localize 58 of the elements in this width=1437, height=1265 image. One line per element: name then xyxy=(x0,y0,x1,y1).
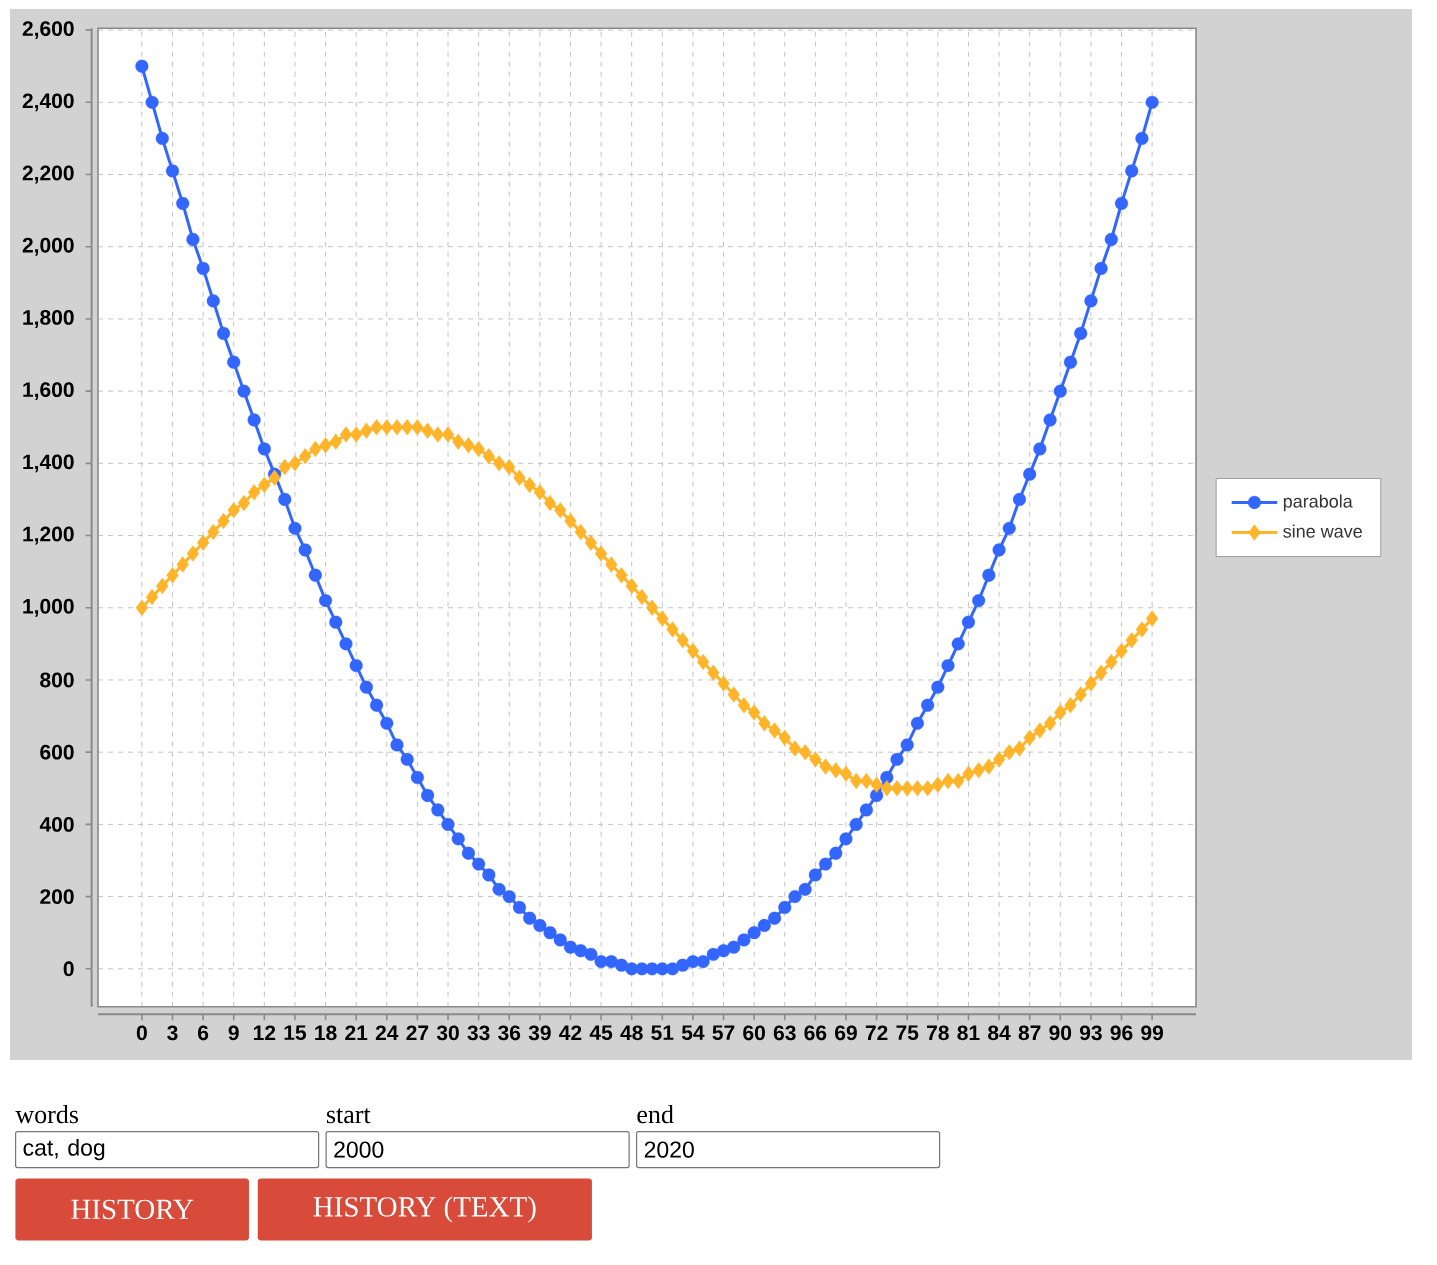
x-tick-label: 21 xyxy=(345,1025,368,1041)
y-tick-label: 400 xyxy=(39,816,74,832)
x-tick-label: 36 xyxy=(498,1025,521,1041)
legend-label: parabola xyxy=(1283,494,1353,512)
x-tick-label: 18 xyxy=(315,1025,337,1041)
x-tick-label: 39 xyxy=(528,1025,551,1041)
y-tick-label: 1,200 xyxy=(23,526,74,545)
x-tick-label: 99 xyxy=(1141,1025,1164,1041)
x-tick-label: 24 xyxy=(375,1025,399,1041)
x-tick-label: 3 xyxy=(167,1025,178,1041)
y-tick-label: 0 xyxy=(63,961,74,977)
x-tick-label: 33 xyxy=(467,1025,490,1041)
y-tick-label: 1,800 xyxy=(23,310,74,328)
x-tick-label: 93 xyxy=(1079,1025,1102,1041)
text: 2020 xyxy=(644,1141,694,1158)
y-tick-label: 2,200 xyxy=(22,165,74,184)
x-tick-label: 84 xyxy=(988,1025,1011,1041)
x-tick-label: 66 xyxy=(804,1025,827,1041)
x-tick-label: 75 xyxy=(896,1025,919,1041)
x-tick-label: 6 xyxy=(198,1025,209,1041)
x-tick-label: 96 xyxy=(1110,1025,1133,1041)
y-tick-label: 2,000 xyxy=(22,237,74,256)
x-tick-label: 78 xyxy=(927,1025,949,1041)
x-tick-label: 45 xyxy=(589,1025,613,1041)
x-tick-label: 12 xyxy=(253,1025,276,1041)
x-tick-label: 42 xyxy=(559,1025,582,1041)
y-tick-label: 200 xyxy=(40,889,74,905)
x-tick-label: 27 xyxy=(406,1025,429,1041)
text: cat, dog xyxy=(23,1138,105,1161)
text: start xyxy=(326,1108,371,1124)
x-tick-label: 87 xyxy=(1018,1025,1041,1041)
x-tick-label: 48 xyxy=(620,1025,643,1041)
x-tick-label: 54 xyxy=(681,1025,705,1041)
x-tick-label: 9 xyxy=(228,1025,239,1041)
x-tick-label: 51 xyxy=(651,1025,674,1041)
x-tick-label: 60 xyxy=(743,1025,765,1041)
x-tick-label: 30 xyxy=(436,1025,459,1041)
x-tick-label: 63 xyxy=(773,1025,796,1041)
x-tick-label: 69 xyxy=(835,1025,857,1041)
y-tick-label: 1,000 xyxy=(23,598,74,617)
x-tick-label: 72 xyxy=(865,1025,888,1041)
text: words xyxy=(15,1104,79,1124)
x-tick-label: 81 xyxy=(957,1025,980,1041)
text: HISTORY xyxy=(71,1199,194,1220)
legend-label: sine wave xyxy=(1283,524,1362,538)
y-tick-label: 1,600 xyxy=(23,382,74,401)
y-tick-label: 2,600 xyxy=(22,21,74,40)
y-tick-label: 1,400 xyxy=(23,454,74,473)
y-tick-label: 2,400 xyxy=(22,93,74,112)
text: end xyxy=(637,1104,674,1124)
x-tick-label: 90 xyxy=(1049,1025,1072,1041)
y-tick-label: 600 xyxy=(40,744,74,760)
x-tick-label: 15 xyxy=(284,1025,307,1041)
x-tick-label: 57 xyxy=(712,1025,735,1041)
x-tick-label: 0 xyxy=(136,1025,147,1041)
text: 2000 xyxy=(334,1141,384,1158)
text: HISTORY (TEXT) xyxy=(313,1196,536,1223)
y-tick-label: 800 xyxy=(40,672,74,688)
